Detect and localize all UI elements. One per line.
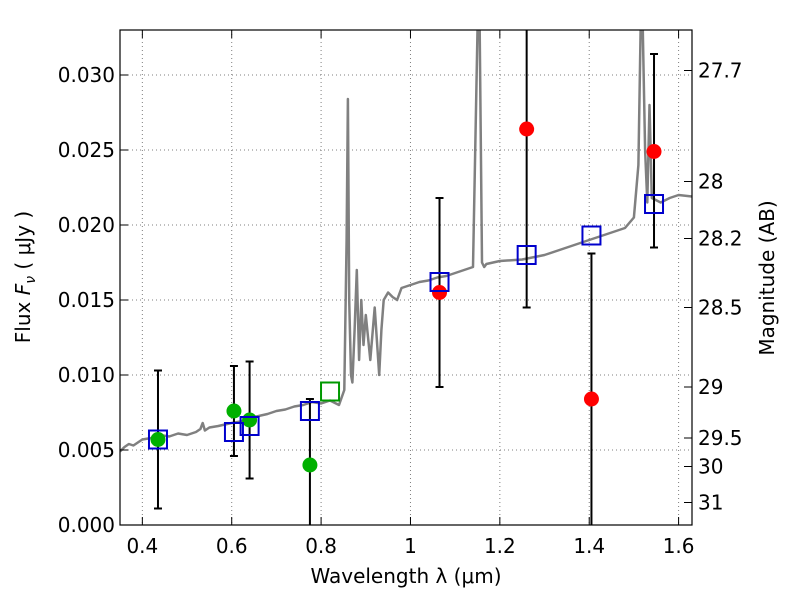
model-photometry-square-5 bbox=[429, 272, 450, 292]
grid bbox=[120, 30, 692, 526]
model-photometry-square-1 bbox=[223, 422, 244, 442]
red-point-0 bbox=[432, 285, 448, 300]
y-axis-title-subscript: ν bbox=[23, 276, 39, 284]
model-photometry-square-8 bbox=[644, 194, 665, 214]
mag-tick-label-4: 29 bbox=[698, 375, 723, 399]
x-axis-title: Wavelength λ (μm) bbox=[310, 564, 501, 588]
mag-tick-label-3: 28.5 bbox=[698, 296, 743, 320]
x-tick-label-1: 0.6 bbox=[216, 534, 248, 558]
red-point-3 bbox=[646, 144, 662, 159]
y-tick-label-0: 0.000 bbox=[58, 513, 115, 537]
y-tick-label-1: 0.005 bbox=[58, 438, 115, 462]
y-tick-label-4: 0.020 bbox=[58, 213, 115, 237]
y-tick-label-6: 0.030 bbox=[58, 63, 115, 87]
green-point-3 bbox=[302, 457, 318, 473]
x-tick-label-2: 0.8 bbox=[305, 534, 337, 558]
y-axis-title-suffix: ( μJy ) bbox=[11, 211, 35, 276]
mag-tick-label-5: 29.5 bbox=[698, 426, 743, 450]
y-tick-label-5: 0.025 bbox=[58, 138, 115, 162]
plot-area bbox=[120, 30, 692, 525]
y-axis-title-symbol: F bbox=[11, 283, 35, 295]
model-photometry-square-0 bbox=[147, 429, 168, 450]
y-axis-title-prefix: Flux bbox=[11, 295, 35, 343]
red-point-2 bbox=[583, 391, 599, 407]
mag-tick-label-2: 28.2 bbox=[698, 227, 743, 251]
plot-frame bbox=[119, 29, 693, 526]
y-tick-label-2: 0.010 bbox=[58, 363, 115, 387]
model-photometry-square-3 bbox=[299, 401, 320, 421]
x-tick-label-6: 1.6 bbox=[663, 534, 695, 558]
y2-axis-title: Magnitude (AB) bbox=[755, 200, 779, 355]
x-tick-label-5: 1.4 bbox=[573, 534, 605, 558]
mag-tick-label-7: 31 bbox=[698, 491, 723, 515]
x-tick-label-4: 1.2 bbox=[484, 534, 516, 558]
model-spectrum-line bbox=[120, 30, 692, 453]
green-point-0 bbox=[150, 432, 166, 447]
model-photometry-square-6 bbox=[516, 245, 537, 265]
red-point-1 bbox=[519, 121, 535, 137]
model-photometry-square-2 bbox=[239, 416, 260, 436]
y-tick-label-3: 0.015 bbox=[58, 288, 115, 312]
green-point-1 bbox=[226, 403, 242, 419]
model-photometry-square-7 bbox=[581, 225, 602, 246]
green-point-2 bbox=[242, 412, 258, 428]
mag-tick-label-6: 30 bbox=[698, 455, 723, 479]
mag-tick-label-1: 28 bbox=[698, 170, 723, 194]
x-tick-label-0: 0.4 bbox=[126, 534, 158, 558]
model-photometry-square-4 bbox=[320, 381, 341, 402]
y-axis-title: Flux Fν ( μJy ) bbox=[11, 211, 39, 343]
mag-tick-label-0: 27.7 bbox=[698, 59, 743, 83]
x-tick-label-3: 1 bbox=[404, 534, 417, 558]
axes: 0.4 0.6 0.8 1 1.2 1.4 1.6 0.000 0.005 0.010 0.015 0… bbox=[58, 29, 743, 558]
